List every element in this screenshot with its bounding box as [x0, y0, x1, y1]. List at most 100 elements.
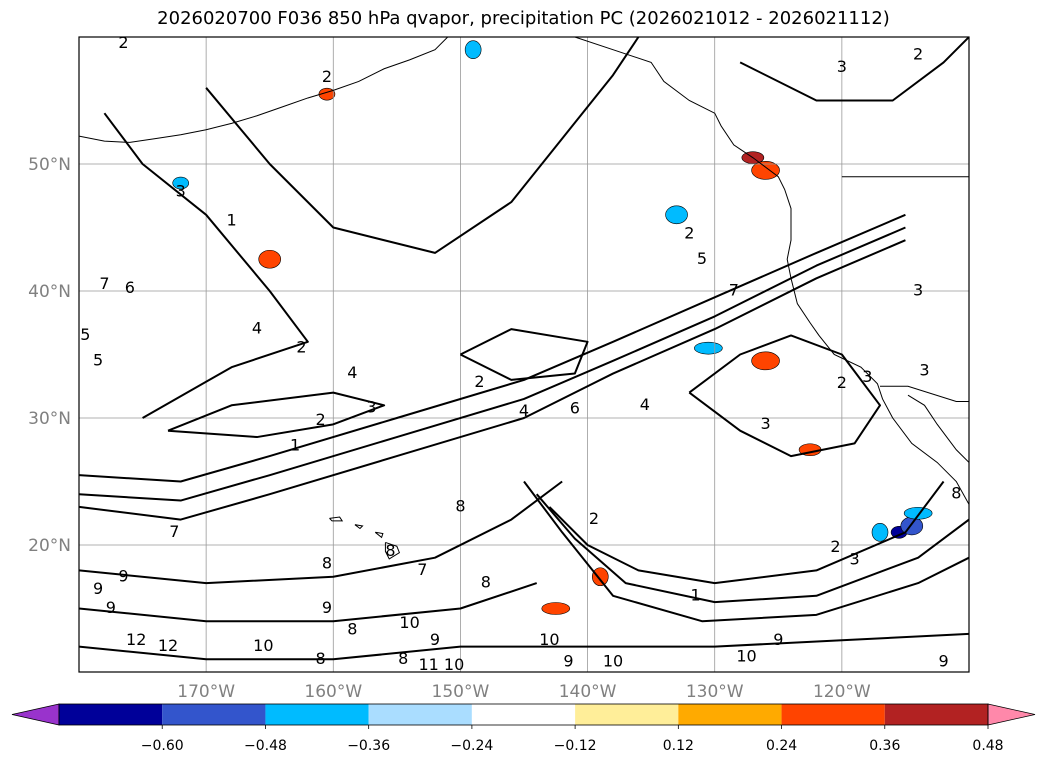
contour-label: 12 [126, 630, 146, 649]
contour-label: 9 [773, 630, 783, 649]
contour-label: 9 [106, 598, 116, 617]
contour-label: 7 [417, 560, 427, 579]
contour-label: 10 [253, 636, 273, 655]
qvapor-contour-line [688, 334, 881, 458]
contour-label: 2 [474, 372, 484, 391]
qvapor-contour-line [79, 226, 906, 502]
precip-pc-patch [751, 351, 780, 371]
contour-label: 4 [640, 395, 650, 414]
contour-label: 4 [252, 319, 262, 338]
contour-label: 8 [481, 573, 491, 592]
coastlines [79, 37, 969, 560]
colorbar-tick-label: −0.48 [244, 738, 287, 754]
qvapor-contour-line [79, 213, 906, 483]
longitude-tick-label: 160°W [304, 682, 362, 702]
colorbar-segment [678, 704, 782, 725]
precip-pc-patch [541, 602, 571, 615]
qvapor-contour-line [535, 493, 969, 604]
contour-label: 8 [385, 541, 395, 560]
longitude-tick-label: 130°W [686, 682, 744, 702]
precip-pc-patch [751, 161, 780, 180]
contour-label: 1 [691, 585, 701, 604]
colorbar-segment [59, 704, 163, 725]
contour-label: 9 [93, 579, 103, 598]
longitude-tick-label: 170°W [177, 682, 235, 702]
qvapor-contour-line [523, 480, 969, 623]
coastline-segment [79, 37, 449, 143]
contour-label: 9 [322, 598, 332, 617]
qvapor-contour-line [79, 480, 563, 585]
latitude-tick-label: 50°N [28, 155, 71, 175]
coastline-segment [484, 37, 969, 505]
contour-label: 1 [226, 211, 236, 230]
contour-label: 8 [322, 554, 332, 573]
contour-label: 11 [418, 655, 438, 674]
colorbar-tick-label: 0.48 [972, 738, 1003, 754]
map-frame [78, 36, 970, 673]
colorbar-segment [162, 704, 266, 725]
latitude-tick-labels: 20°N 30°N 40°N 50°N [28, 155, 71, 556]
contour-label: 2 [118, 33, 128, 52]
qvapor-contour-line [459, 328, 589, 381]
contour-label: 7 [99, 274, 109, 293]
contour-label: 8 [315, 649, 325, 668]
contour-label: 3 [366, 397, 376, 416]
contour-label: 9 [430, 630, 440, 649]
colorbar-frame [58, 703, 989, 726]
map-background [79, 37, 969, 672]
contour-label: 4 [347, 363, 357, 382]
latitude-tick-label: 30°N [28, 409, 71, 429]
qvapor-contour-line [167, 391, 386, 439]
contour-label: 2 [684, 223, 694, 242]
contour-label: 5 [697, 249, 707, 268]
qvapor-contour-line [548, 480, 945, 585]
colorbar-extend-low [11, 703, 60, 726]
colorbar-tick-label: 0.12 [663, 738, 694, 754]
colorbar-tick-label: −0.24 [450, 738, 493, 754]
contour-label: 2 [322, 67, 332, 86]
colorbar-tick-label: 0.24 [766, 738, 797, 754]
contour-label: 2 [830, 537, 840, 556]
contour-label: 10 [736, 646, 756, 665]
contour-label: 5 [93, 350, 103, 369]
contour-label: 8 [347, 620, 357, 639]
contour-label: 2 [589, 509, 599, 528]
contour-label: 4 [519, 401, 529, 420]
longitude-tick-labels: 170°W 160°W 150°W 140°W 130°W 120°W [177, 682, 871, 702]
contour-label: 6 [570, 399, 580, 418]
contour-label: 3 [919, 361, 929, 380]
colorbar-segment [265, 704, 369, 725]
colorbar-segment [884, 704, 988, 725]
contour-label: 6 [125, 278, 135, 297]
contour-label: 8 [951, 484, 961, 503]
qvapor-contour-line [205, 37, 640, 254]
contour-label: 3 [837, 57, 847, 76]
coastline-segment [354, 524, 364, 530]
latitude-tick-label: 40°N [28, 282, 71, 302]
colorbar-segment [368, 704, 472, 725]
precip-pc-patch [665, 205, 688, 225]
contour-label: 2 [296, 338, 306, 357]
colorbar-tick-label: 0.36 [869, 738, 900, 754]
contour-label: 2 [913, 44, 923, 63]
colorbar-tick-label: −0.36 [347, 738, 390, 754]
precip-pc-patch [871, 522, 889, 542]
qvapor-contour-line [79, 632, 969, 661]
contour-label: 10 [444, 655, 464, 674]
contour-label: 2 [837, 373, 847, 392]
colorbar-tick-label: −0.60 [141, 738, 184, 754]
coastline-segment [907, 394, 969, 464]
coastline-segment [374, 531, 384, 539]
contour-label: 9 [563, 651, 573, 670]
contour-label: 9 [938, 651, 948, 670]
contour-label: 3 [862, 367, 872, 386]
contour-label: 8 [398, 649, 408, 668]
qvapor-contour-line [79, 582, 538, 623]
longitude-tick-label: 140°W [559, 682, 617, 702]
contour-label: 10 [603, 651, 623, 670]
qvapor-contour-line [739, 37, 969, 102]
precip-pc-patch [172, 176, 190, 190]
colorbar-segment [471, 704, 576, 725]
